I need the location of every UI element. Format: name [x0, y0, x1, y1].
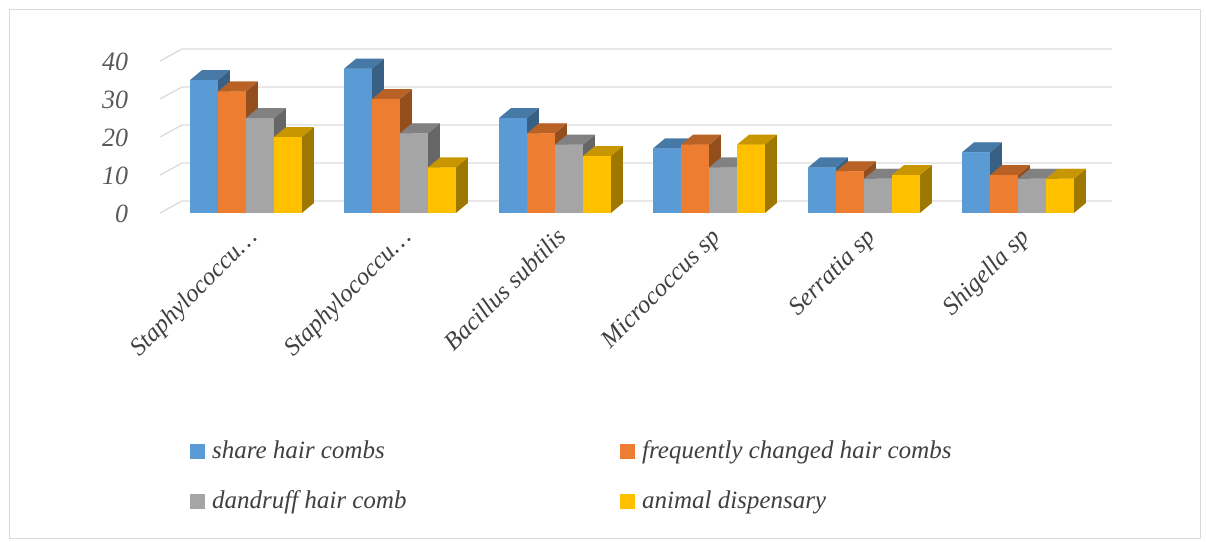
y-tick-label: 30 — [101, 85, 128, 114]
bar-front — [990, 175, 1018, 213]
bar-front — [681, 144, 709, 213]
gridline-depth — [159, 200, 183, 214]
bar-front — [836, 171, 864, 213]
bar — [274, 127, 314, 213]
x-axis-categories: Staphylococcu… Staphylococcu… Bacillus sub… — [124, 223, 1034, 361]
bar-front — [246, 118, 274, 213]
bar-side — [456, 157, 468, 213]
legend-swatch — [620, 494, 635, 509]
gridline-depth — [159, 86, 183, 100]
bar — [1046, 168, 1086, 213]
bar-front — [274, 137, 302, 213]
bar-front — [962, 152, 990, 213]
bar-front — [808, 167, 836, 213]
bar-top — [808, 157, 848, 168]
x-category-label: Serratia sp — [783, 223, 880, 320]
bar-front — [428, 167, 456, 213]
legend-label: frequently changed hair combs — [642, 437, 951, 464]
legend-item: share hair combs — [190, 437, 385, 464]
bar-top — [246, 108, 286, 118]
bar-front — [372, 99, 400, 213]
bar-front — [527, 133, 555, 213]
bar-front — [218, 91, 246, 213]
bar-top — [990, 165, 1030, 175]
bar-top — [527, 123, 567, 134]
bar-top — [428, 157, 468, 168]
legend-label: animal dispensary — [642, 487, 827, 514]
legend-swatch — [620, 444, 635, 459]
y-axis-ticks: 0 10 20 30 40 — [101, 47, 128, 228]
x-category-label: Staphylococcu… — [278, 223, 416, 361]
bar — [583, 146, 623, 213]
bar-top — [681, 134, 721, 145]
y-tick-label: 0 — [115, 199, 128, 228]
bar-front — [499, 118, 527, 213]
legend-label: dandruff hair comb — [212, 487, 406, 514]
x-category-label: Micrococcus sp — [595, 223, 726, 354]
bar-front — [892, 175, 920, 213]
bar-front — [709, 167, 737, 213]
legend-item: animal dispensary — [620, 487, 827, 514]
bar-top — [555, 134, 595, 145]
legend-item: dandruff hair comb — [190, 487, 406, 514]
gridline-depth — [159, 48, 183, 62]
bar-top — [737, 134, 777, 145]
bar-top — [400, 123, 440, 134]
bar-front — [344, 68, 372, 213]
bar-front — [583, 156, 611, 213]
bar-side — [611, 146, 623, 213]
bar-front — [1046, 178, 1074, 213]
bar-side — [765, 134, 777, 213]
bar-top — [274, 127, 314, 137]
bar-top — [1018, 168, 1058, 179]
bar-front — [400, 133, 428, 213]
bar-top — [344, 58, 384, 69]
bar-front — [555, 144, 583, 213]
bar-top — [1046, 168, 1086, 179]
x-category-label: Bacillus subtilis — [439, 223, 572, 356]
bar-front — [737, 144, 765, 213]
bar-top — [962, 142, 1002, 153]
bar-side — [302, 127, 314, 213]
bar-front — [653, 148, 681, 213]
legend-item: frequently changed hair combs — [620, 437, 951, 464]
legend: share hair combs frequently changed hair … — [190, 437, 951, 514]
legend-swatch — [190, 494, 205, 509]
bar-front — [864, 178, 892, 213]
bar-side — [920, 165, 932, 213]
y-tick-label: 20 — [102, 123, 128, 152]
legend-swatch — [190, 444, 205, 459]
bar-front — [1018, 178, 1046, 213]
bar — [428, 157, 468, 213]
bar-top — [372, 89, 412, 99]
y-tick-label: 40 — [102, 47, 128, 76]
gridline-depth — [159, 162, 183, 176]
bar — [892, 165, 932, 213]
x-category-label: Staphylococcu… — [124, 223, 262, 361]
bar-top — [892, 165, 932, 175]
bars — [190, 58, 1086, 214]
bar-top — [836, 161, 876, 172]
bar-side — [1074, 168, 1086, 213]
x-category-label: Shigella sp — [937, 223, 1034, 320]
bar — [737, 134, 777, 213]
bar-top — [583, 146, 623, 156]
bar-top — [190, 70, 230, 80]
y-tick-label: 10 — [102, 161, 128, 190]
gridline-depth — [159, 124, 183, 138]
legend-label: share hair combs — [212, 437, 385, 464]
bar-top — [218, 81, 258, 92]
gridlines — [159, 48, 1112, 214]
bar-front — [190, 80, 218, 213]
bar-top — [499, 108, 539, 118]
